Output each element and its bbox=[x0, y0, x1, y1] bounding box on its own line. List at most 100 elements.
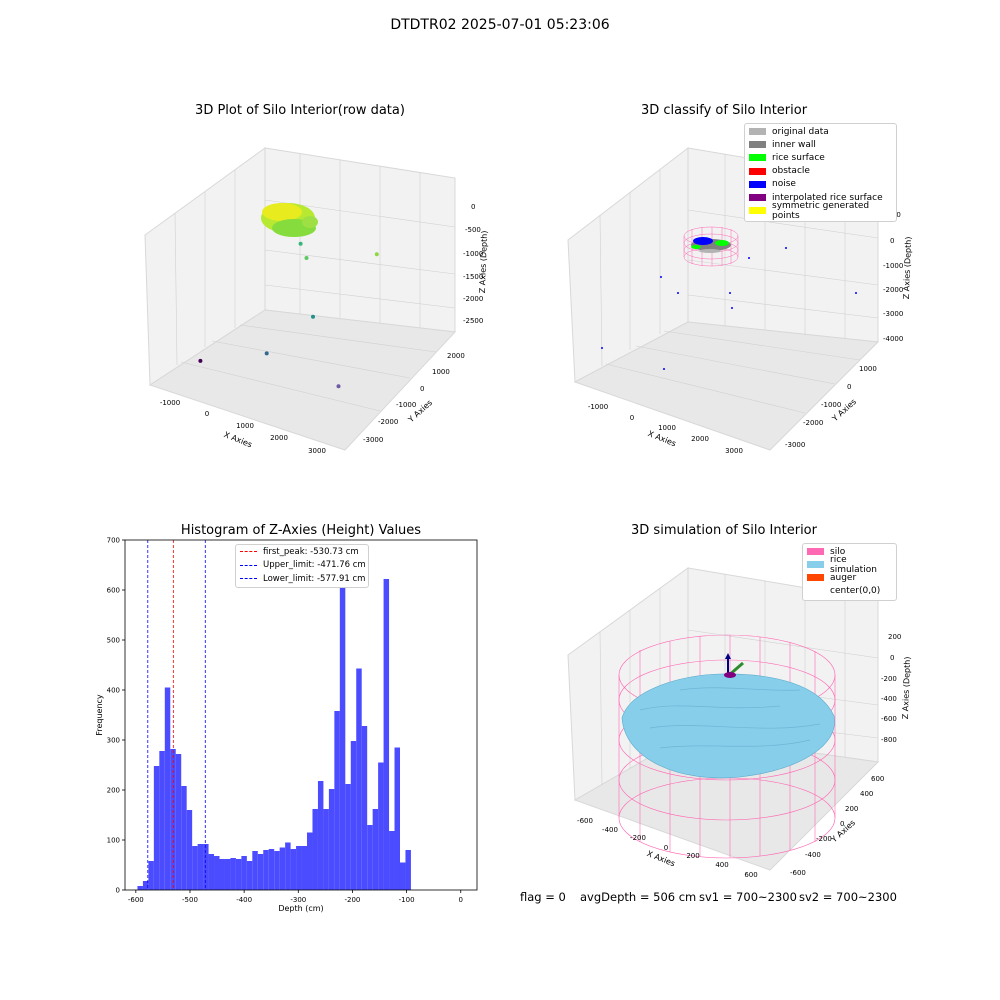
classify-ztick: -3000 bbox=[883, 310, 903, 318]
legend-swatch bbox=[749, 128, 766, 136]
sim-xtick: -400 bbox=[602, 826, 618, 834]
histogram-bar bbox=[399, 862, 406, 890]
histogram-bar bbox=[208, 854, 215, 890]
legend-label: auger bbox=[830, 572, 857, 583]
legend-label: first_peak: -530.73 cm bbox=[263, 546, 359, 557]
sim-xlabel: X Axies bbox=[646, 849, 677, 868]
sim-legend: silo rice simulation auger center(0,0) bbox=[802, 543, 897, 601]
histogram-bar bbox=[235, 859, 242, 890]
sim-legend-item: center(0,0) bbox=[803, 585, 896, 598]
raw-ytick: -1000 bbox=[396, 401, 416, 409]
classify-ytick: 1000 bbox=[859, 365, 877, 373]
histogram-bar bbox=[383, 579, 390, 890]
raw-ytick: 0 bbox=[420, 385, 424, 393]
histogram-bar bbox=[328, 789, 335, 890]
histogram-xtick-label: -100 bbox=[399, 896, 415, 904]
classify-legend-item: original data bbox=[745, 125, 896, 138]
legend-swatch bbox=[807, 548, 824, 556]
sim-xtick: 600 bbox=[744, 871, 757, 879]
histogram-ytick-label: 300 bbox=[107, 737, 120, 745]
classify-xtick: 0 bbox=[630, 414, 634, 422]
histogram-bar bbox=[224, 859, 231, 890]
histogram-bar bbox=[301, 846, 308, 890]
classify-xtick: 2000 bbox=[691, 435, 709, 443]
histogram-bar bbox=[246, 861, 253, 890]
legend-swatch bbox=[807, 561, 824, 569]
histogram-bar bbox=[296, 846, 302, 890]
flag-text: flag = 0 bbox=[520, 890, 566, 904]
classify-ztick: -1000 bbox=[883, 262, 903, 270]
classify-legend-item: noise bbox=[745, 178, 896, 191]
histogram-bar bbox=[361, 726, 368, 890]
classify-legend-item: symmetric generated points bbox=[745, 201, 896, 221]
histogram-ytick-label: 700 bbox=[107, 537, 120, 545]
histogram-xtick-label: -500 bbox=[182, 896, 198, 904]
classify-zlabel: Z Axies (Depth) bbox=[902, 236, 913, 299]
histogram-bar bbox=[257, 854, 264, 890]
histogram-bar bbox=[290, 849, 297, 890]
histogram-bar bbox=[181, 786, 187, 890]
sim-ztick: -200 bbox=[881, 675, 897, 683]
sim-ytick: -600 bbox=[790, 869, 806, 877]
sim-legend-item: rice simulation bbox=[803, 555, 896, 575]
raw-scatter-point bbox=[374, 252, 379, 257]
histogram-bar bbox=[285, 842, 291, 890]
histogram-xtick-label: -200 bbox=[345, 896, 361, 904]
classify-ztick: 0 bbox=[890, 237, 894, 245]
raw-scatter-point bbox=[304, 256, 309, 260]
raw-ztick: -1000 bbox=[463, 250, 483, 258]
histogram-xtick-label: 0 bbox=[459, 896, 463, 904]
sv2-text: sv2 = 700~2300 bbox=[799, 890, 897, 904]
classify-plot-title: 3D classify of Silo Interior bbox=[640, 103, 808, 118]
sim-auger bbox=[724, 653, 744, 678]
histogram-xtick-label: -400 bbox=[236, 896, 252, 904]
classify-ytick: -3000 bbox=[785, 441, 805, 449]
histogram-ytick-label: 0 bbox=[116, 887, 120, 895]
raw-rice-cluster bbox=[261, 203, 318, 237]
legend-label: center(0,0) bbox=[830, 586, 881, 597]
histogram-bar bbox=[389, 831, 395, 890]
raw-ztick: -1500 bbox=[463, 273, 483, 281]
raw-xtick: -1000 bbox=[160, 399, 180, 407]
histogram-bar bbox=[142, 881, 149, 890]
classify-legend: original data inner wall rice surface ob… bbox=[744, 123, 897, 222]
legend-label: symmetric generated points bbox=[772, 200, 870, 221]
classify-noise-points bbox=[601, 247, 857, 370]
histogram-ylabel: Frequency bbox=[95, 694, 104, 736]
histogram-bar bbox=[339, 557, 346, 890]
histogram-bar bbox=[192, 846, 198, 890]
legend-label: silo bbox=[830, 546, 846, 557]
sim-zlabel: Z Axies (Depth) bbox=[901, 656, 912, 719]
histogram-xticks: -600 -500 -400 -300 -200 -100 0 bbox=[128, 890, 463, 904]
raw-ytick: -2000 bbox=[378, 418, 398, 426]
legend-swatch bbox=[807, 588, 824, 595]
sim-xtick: 400 bbox=[715, 861, 728, 869]
sim-ytick: 400 bbox=[860, 790, 873, 798]
histogram-bar bbox=[317, 781, 324, 890]
histogram-bars bbox=[137, 557, 411, 890]
sim-legend-item: auger bbox=[803, 571, 896, 584]
sim-ytick: -400 bbox=[805, 851, 821, 859]
avg-depth-text: avgDepth = 506 cm bbox=[580, 890, 697, 904]
raw-scatter-point bbox=[336, 384, 341, 389]
histogram-bar bbox=[405, 850, 411, 890]
sim-legend-item: silo bbox=[803, 545, 896, 558]
sim-xtick: -200 bbox=[630, 834, 646, 842]
classify-ytick: 0 bbox=[847, 383, 851, 391]
sim-xtick: 200 bbox=[686, 852, 699, 860]
sim-rice-surface bbox=[621, 673, 835, 779]
histogram-bar bbox=[334, 711, 340, 890]
raw-plot-floor-pane bbox=[148, 309, 457, 451]
raw-plot-title: 3D Plot of Silo Interior(row data) bbox=[195, 103, 405, 118]
histogram-bar bbox=[263, 850, 269, 890]
histogram-bar bbox=[268, 849, 275, 890]
histogram-yticks: 0 100 200 300 400 500 600 700 bbox=[107, 537, 125, 895]
histogram-bar bbox=[164, 687, 171, 890]
legend-label: rice simulation bbox=[830, 554, 877, 575]
histogram-bar bbox=[170, 749, 176, 890]
histogram-bar bbox=[274, 851, 280, 890]
legend-swatch bbox=[749, 194, 766, 202]
legend-swatch bbox=[749, 180, 766, 188]
